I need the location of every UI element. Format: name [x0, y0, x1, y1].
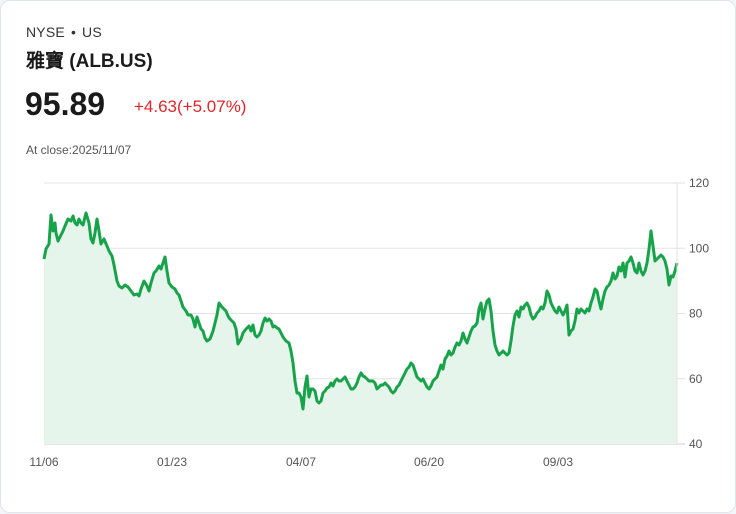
- y-tick-label: 80: [689, 307, 703, 321]
- price-change: +4.63(+5.07%): [134, 97, 247, 116]
- y-tick-label: 100: [689, 241, 709, 255]
- x-tick-label: 09/03: [543, 455, 573, 469]
- exchange-name: NYSE: [26, 24, 65, 40]
- x-tick-label: 04/07: [286, 455, 316, 469]
- current-price: 95.89: [25, 86, 106, 122]
- y-tick-label: 60: [689, 372, 703, 386]
- price-area-fill: [44, 213, 677, 444]
- separator-dot: •: [70, 24, 77, 40]
- close-date: At close:2025/11/07: [26, 143, 132, 157]
- y-tick-label: 40: [689, 437, 703, 451]
- x-tick-label: 01/23: [157, 455, 187, 469]
- x-tick-label: 11/06: [29, 455, 58, 469]
- exchange-line: NYSE • US: [26, 24, 102, 40]
- price-line: [42, 211, 679, 411]
- stock-title: 雅寶 (ALB.US): [26, 51, 153, 72]
- x-tick-label: 06/20: [414, 455, 444, 469]
- y-tick-label: 120: [689, 176, 709, 190]
- y-axis-ticks: 120 100 80 60 40: [689, 176, 709, 451]
- x-axis-ticks: 11/06 01/23 04/07 06/20 09/03: [29, 455, 573, 469]
- market-name: US: [82, 24, 102, 40]
